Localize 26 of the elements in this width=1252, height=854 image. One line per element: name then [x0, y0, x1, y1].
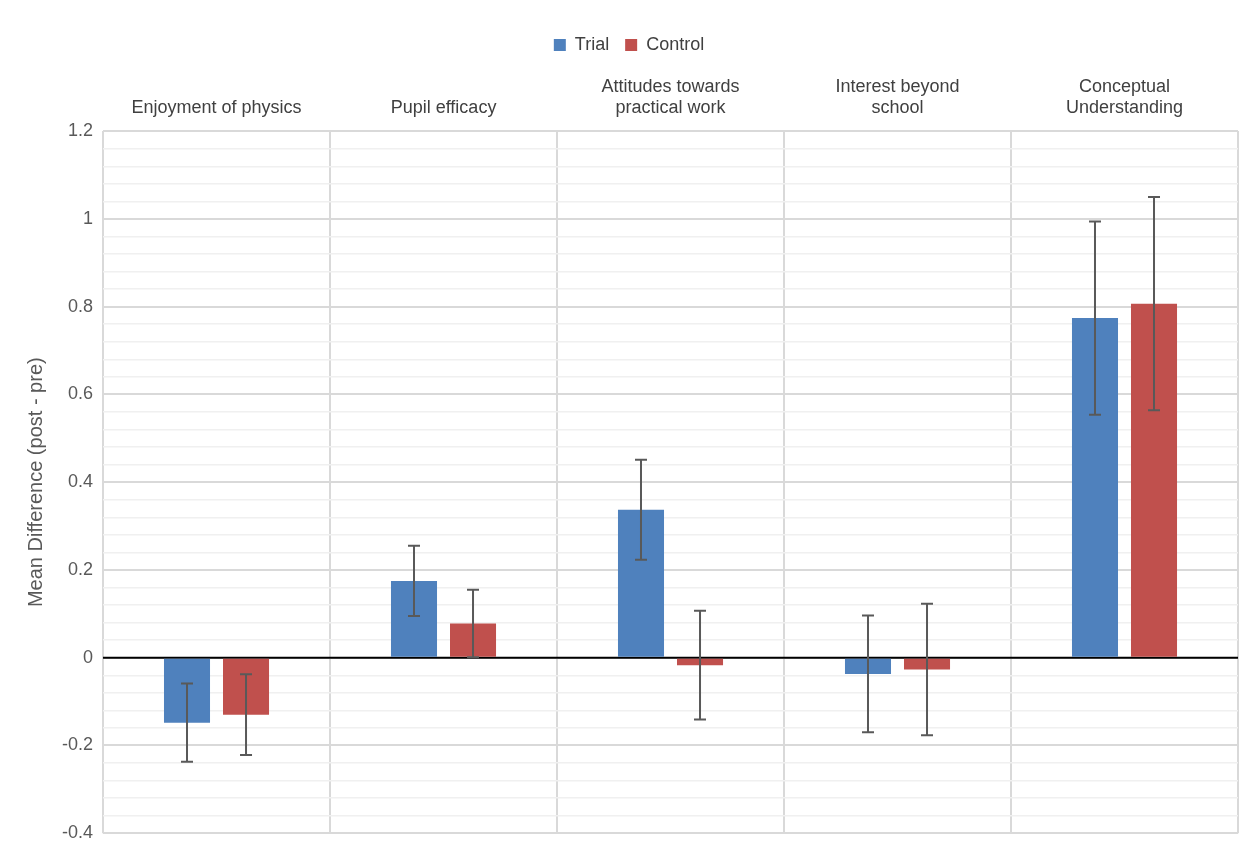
bar — [617, 509, 665, 657]
x-tick-label: Enjoyment of physics — [131, 97, 302, 118]
legend-label: Control — [646, 33, 705, 54]
y-tick-label: 1.2 — [67, 120, 94, 141]
y-tick-label: 0.8 — [67, 295, 94, 316]
y-tick-label: 0.4 — [67, 471, 94, 492]
y-tick-label: 1 — [83, 207, 94, 228]
bar — [844, 658, 892, 674]
legend-label: Trial — [574, 33, 610, 54]
bar — [904, 658, 951, 670]
y-axis-title: Mean Difference (post - pre) — [23, 357, 46, 608]
bar — [163, 658, 211, 723]
x-tick-label: Interest beyond school — [835, 75, 960, 118]
bar — [450, 623, 497, 657]
y-tick-label: -0.2 — [61, 734, 94, 755]
bar — [1071, 318, 1119, 657]
bar — [390, 580, 438, 657]
y-tick-label: -0.4 — [61, 822, 94, 843]
x-tick-label: Conceptual Understanding — [1065, 75, 1184, 118]
y-tick-label: 0.2 — [67, 558, 94, 579]
y-tick-label: 0 — [83, 646, 94, 667]
x-tick-label: Pupil efficacy — [390, 97, 497, 118]
bar — [1130, 303, 1178, 657]
y-tick-label: 0.6 — [67, 383, 94, 404]
bar — [223, 658, 270, 715]
x-tick-label: Attitudes towards practical work — [601, 75, 740, 118]
